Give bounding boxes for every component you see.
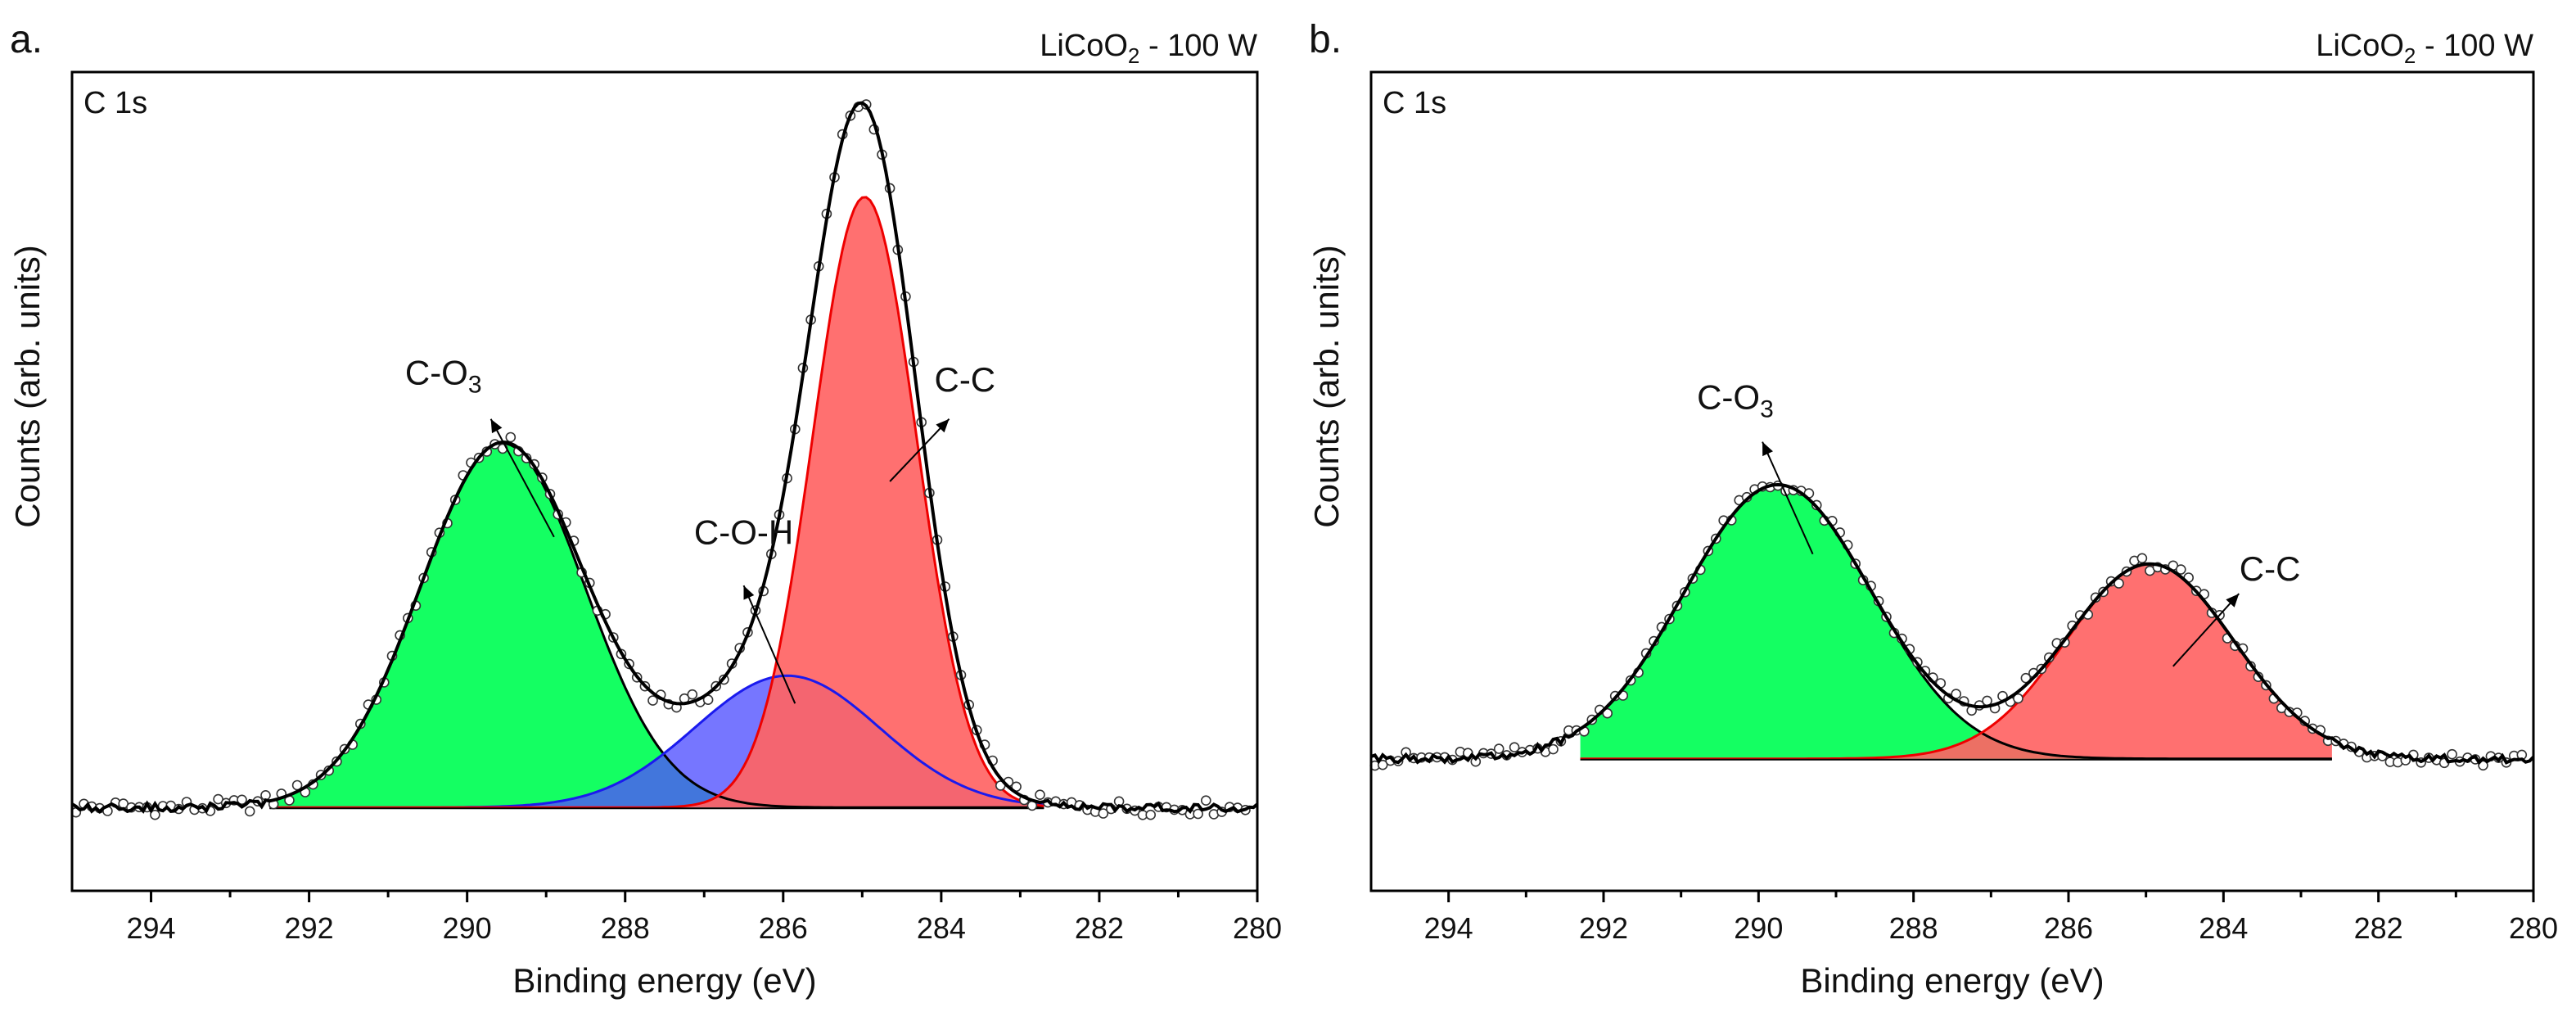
envelope-layer xyxy=(1370,482,2535,766)
x-tick-label: 286 xyxy=(2044,911,2093,945)
data-point xyxy=(2136,553,2148,564)
annotations: C-O3 C-O-H C-C xyxy=(405,353,995,704)
x-tick-label: 288 xyxy=(1889,911,1938,945)
data-point xyxy=(1509,742,1520,753)
y-axis-title: Counts (arb. units) xyxy=(1307,245,1346,527)
panel-label: a. xyxy=(10,18,43,61)
data-point xyxy=(2114,578,2124,589)
annotation-arrowhead xyxy=(936,418,950,433)
annotation-arrowhead xyxy=(743,585,755,600)
plot-frame xyxy=(70,70,1259,892)
region-label: C 1s xyxy=(1383,86,1446,120)
peak-fill-c-c xyxy=(1580,563,2332,759)
x-axis-title: Binding energy (eV) xyxy=(512,961,816,1000)
peak-label-c-o3: C-O3 xyxy=(1697,377,1774,422)
panel-label: b. xyxy=(1309,18,1342,61)
x-tick-label: 280 xyxy=(2509,911,2558,945)
annotation-arrowhead xyxy=(490,418,503,434)
data-point xyxy=(1377,759,1388,770)
peak-label-c-c: C-C xyxy=(934,360,995,399)
envelope-layer xyxy=(70,101,1259,814)
x-tick-label: 282 xyxy=(2354,911,2403,945)
data-point xyxy=(505,431,517,443)
x-tick-label: 294 xyxy=(1424,911,1473,945)
peak-outline-c-c xyxy=(269,196,1044,809)
data-point xyxy=(237,794,247,806)
x-tick-label: 288 xyxy=(601,911,650,945)
data-point xyxy=(1098,808,1109,819)
data-point xyxy=(1982,695,1992,707)
data-point xyxy=(1493,743,1505,754)
data-point xyxy=(1145,809,1156,820)
data-point xyxy=(2020,672,2032,684)
data-point xyxy=(2013,693,2023,704)
data-point xyxy=(1035,789,1045,801)
x-tick-label: 292 xyxy=(285,911,334,945)
x-tick-label: 284 xyxy=(917,911,966,945)
data-point xyxy=(150,809,160,820)
peak-label-c-c: C-C xyxy=(2240,549,2301,588)
region-label: C 1s xyxy=(83,86,147,120)
x-tick-label: 290 xyxy=(443,911,492,945)
data-point xyxy=(687,689,698,700)
x-axis-title: Binding energy (eV) xyxy=(1800,961,2104,1000)
sample-label: LiCoO2 - 100 W xyxy=(1040,29,1257,68)
sample-label: LiCoO2 - 100 W xyxy=(2316,29,2533,68)
x-tick-label: 284 xyxy=(2199,911,2248,945)
annotation-arrowhead xyxy=(1762,441,1773,457)
panel-a: a. LiCoO2 - 100 W C-O3 C-O-H C-C 294 292 290… xyxy=(8,18,1282,1000)
annotation-arrow xyxy=(2172,593,2240,667)
x-axis-ticks: 294 292 290 288 286 284 282 280 xyxy=(126,891,1282,945)
data-point xyxy=(1602,707,1613,719)
peak-fills xyxy=(269,197,1044,808)
x-tick-label: 280 xyxy=(1233,911,1282,945)
peak-fill-c-o3 xyxy=(1580,485,2332,759)
annotation-arrow xyxy=(489,418,555,538)
y-axis-title: Counts (arb. units) xyxy=(8,245,47,527)
annotation-arrow xyxy=(742,585,796,704)
peak-label-c-o3: C-O3 xyxy=(405,353,482,398)
data-point xyxy=(1201,795,1211,806)
peak-fill-c-o3 xyxy=(269,443,1044,808)
x-tick-label: 282 xyxy=(1075,911,1124,945)
x-tick-label: 292 xyxy=(1579,911,1628,945)
data-point xyxy=(1548,743,1559,755)
peak-fill-c-c xyxy=(269,197,1044,808)
x-tick-label: 294 xyxy=(126,911,175,945)
annotation-arrow xyxy=(889,418,950,482)
annotation-arrow xyxy=(1762,441,1814,555)
data-point xyxy=(2175,564,2186,575)
panel-b: b. LiCoO2 - 100 W C-O3 C-C 294 292 290 288 28… xyxy=(1307,18,2558,1000)
annotations: C-O3 C-C xyxy=(1697,377,2301,667)
plot-frame xyxy=(1369,70,2535,892)
annotation-arrowhead xyxy=(2226,594,2240,608)
x-axis-ticks: 294 292 290 288 286 284 282 280 xyxy=(1424,891,2558,945)
x-tick-label: 290 xyxy=(1734,911,1783,945)
data-point xyxy=(647,695,658,706)
data-point xyxy=(244,806,255,817)
x-tick-label: 286 xyxy=(759,911,808,945)
fit-envelope xyxy=(1370,482,2535,766)
data-point xyxy=(2478,760,2488,771)
fit-envelope xyxy=(70,101,1259,814)
data-points xyxy=(70,99,1251,820)
data-point xyxy=(1193,808,1203,820)
peak-label-c-o-h: C-O-H xyxy=(694,513,793,551)
peak-fills xyxy=(1580,485,2332,759)
data-point xyxy=(2447,748,2457,760)
